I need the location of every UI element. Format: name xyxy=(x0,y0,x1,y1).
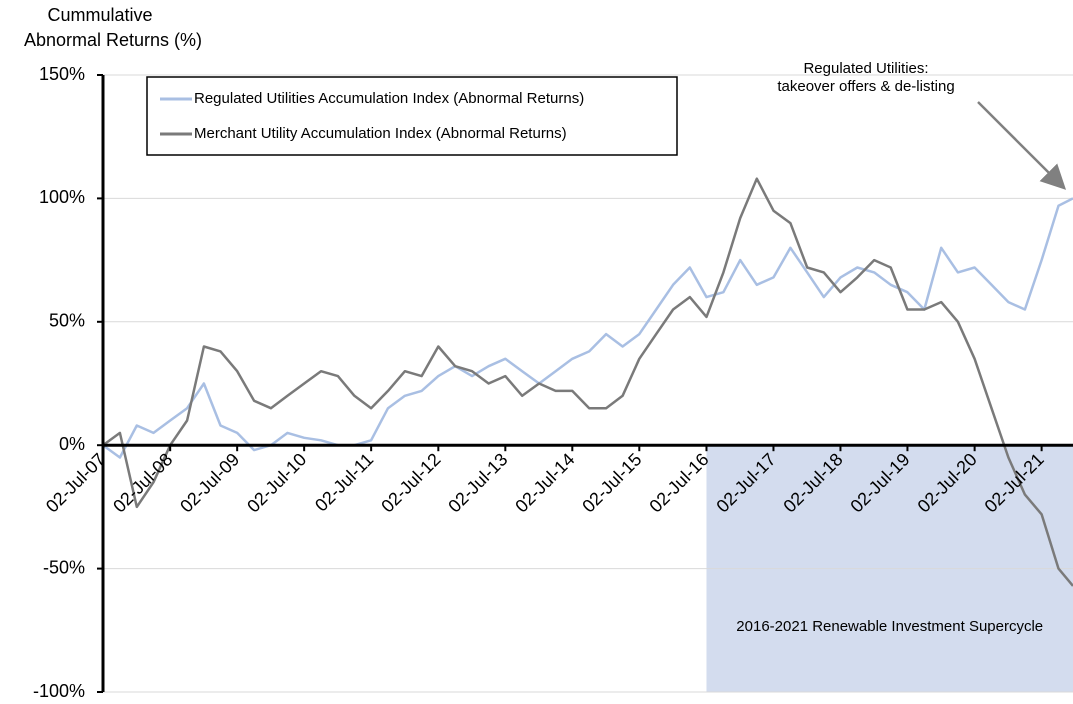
y-axis-title: Cummulative xyxy=(47,5,152,25)
annotation-text: Regulated Utilities: xyxy=(803,60,928,77)
y-tick-label: 50% xyxy=(49,311,85,331)
x-tick-label: 02-Jul-08 xyxy=(109,449,176,516)
annotation-arrow xyxy=(977,101,1067,190)
y-tick-label: -50% xyxy=(43,557,85,577)
y-tick-label: 100% xyxy=(39,187,85,207)
span-label: 2016-2021 Renewable Investment Supercycl… xyxy=(736,618,1043,635)
x-tick-label: 02-Jul-11 xyxy=(311,449,377,515)
y-axis-title: Abnormal Returns (%) xyxy=(24,30,202,50)
x-tick-label: 02-Jul-14 xyxy=(511,449,578,516)
y-tick-label: 0% xyxy=(59,434,85,454)
x-tick-label: 02-Jul-15 xyxy=(578,449,645,516)
x-tick-label: 02-Jul-16 xyxy=(645,449,712,516)
legend-label: Regulated Utilities Accumulation Index (… xyxy=(194,90,584,107)
x-tick-label: 02-Jul-12 xyxy=(377,449,444,516)
annotation-text: takeover offers & de-listing xyxy=(777,78,954,95)
y-tick-label: -100% xyxy=(33,681,85,701)
y-tick-label: 150% xyxy=(39,64,85,84)
series-line xyxy=(102,177,1073,587)
x-tick-label: 02-Jul-13 xyxy=(444,449,511,516)
x-tick-label: 02-Jul-07 xyxy=(42,449,109,516)
legend-box xyxy=(146,76,678,156)
series-line xyxy=(102,197,1073,459)
x-tick-label: 02-Jul-09 xyxy=(176,449,243,516)
x-tick-label: 02-Jul-10 xyxy=(243,449,310,516)
legend-label: Merchant Utility Accumulation Index (Abn… xyxy=(194,125,567,142)
